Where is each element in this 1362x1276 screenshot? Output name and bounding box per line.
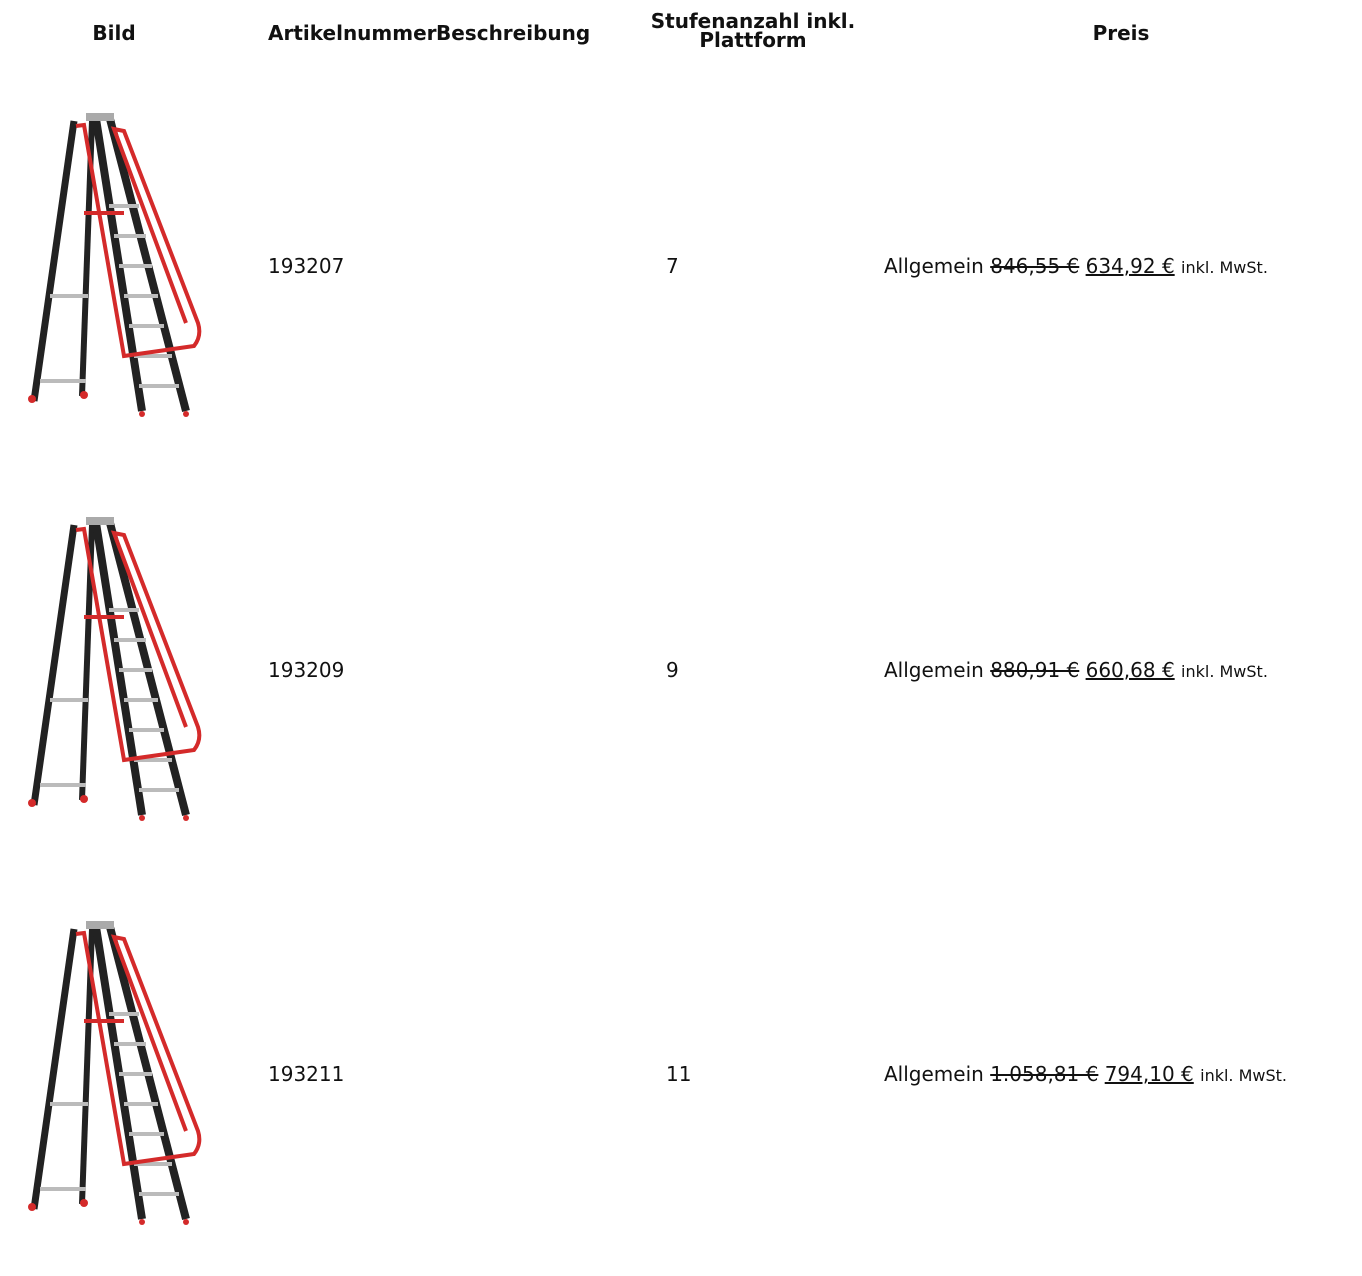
price-cell: Allgemein 880,91 € 660,68 € inkl. MwSt.: [880, 660, 1362, 680]
article-number: 193211: [268, 1062, 345, 1086]
price-group: Allgemein: [884, 1062, 984, 1086]
table-row: 193207 7 Allgemein 846,55 € 634,92 € inkl.…: [0, 64, 1362, 468]
old-price: 846,55 €: [990, 254, 1080, 278]
price-cell: Allgemein 1.058,81 € 794,10 € inkl. MwSt…: [880, 1064, 1362, 1084]
header-cell: Bild: [92, 21, 136, 45]
product-image: [14, 515, 214, 825]
step-count: 7: [666, 254, 679, 278]
ladder: [28, 921, 199, 1225]
article-number: 193209: [268, 658, 345, 682]
ladder: [28, 113, 199, 417]
old-price: 880,91 €: [990, 658, 1080, 682]
price: Allgemein 880,91 € 660,68 € inkl. MwSt.: [884, 660, 1346, 680]
header-cell: Preis: [1092, 21, 1150, 45]
product-image: [14, 919, 214, 1229]
new-price: 794,10 €: [1104, 1062, 1194, 1086]
price-group: Allgemein: [884, 658, 984, 682]
table-body: 193207 7 Allgemein 846,55 € 634,92 € inkl.…: [0, 64, 1362, 1276]
tax-note: inkl. MwSt.: [1200, 1066, 1287, 1085]
table-row: 193209 9 Allgemein 880,91 € 660,68 € inkl.…: [0, 468, 1362, 872]
image-cell: [0, 919, 228, 1229]
new-price: 634,92 €: [1085, 254, 1175, 278]
header-cell: Beschreibung: [436, 21, 591, 45]
product-image: [14, 111, 214, 421]
header-cell: Stufenanzahl inkl. Plattform: [650, 9, 856, 52]
image-cell: [0, 111, 228, 421]
old-price: 1.058,81 €: [990, 1062, 1099, 1086]
price: Allgemein 1.058,81 € 794,10 € inkl. MwSt…: [884, 1064, 1346, 1084]
table-header: Bild Artikelnummer Beschreibung Stufenan…: [0, 0, 1362, 64]
article-number: 193207: [268, 254, 345, 278]
tax-note: inkl. MwSt.: [1181, 662, 1268, 681]
table-row: 193211 11 Allgemein 1.058,81 € 794,10 € in…: [0, 872, 1362, 1276]
image-cell: [0, 515, 228, 825]
price-group: Allgemein: [884, 254, 984, 278]
header-cell: Artikelnummer: [268, 21, 437, 45]
step-count: 11: [666, 1062, 692, 1086]
price: Allgemein 846,55 € 634,92 € inkl. MwSt.: [884, 256, 1346, 276]
tax-note: inkl. MwSt.: [1181, 258, 1268, 277]
new-price: 660,68 €: [1085, 658, 1175, 682]
price-cell: Allgemein 846,55 € 634,92 € inkl. MwSt.: [880, 256, 1362, 276]
step-count: 9: [666, 658, 679, 682]
ladder: [28, 517, 199, 821]
